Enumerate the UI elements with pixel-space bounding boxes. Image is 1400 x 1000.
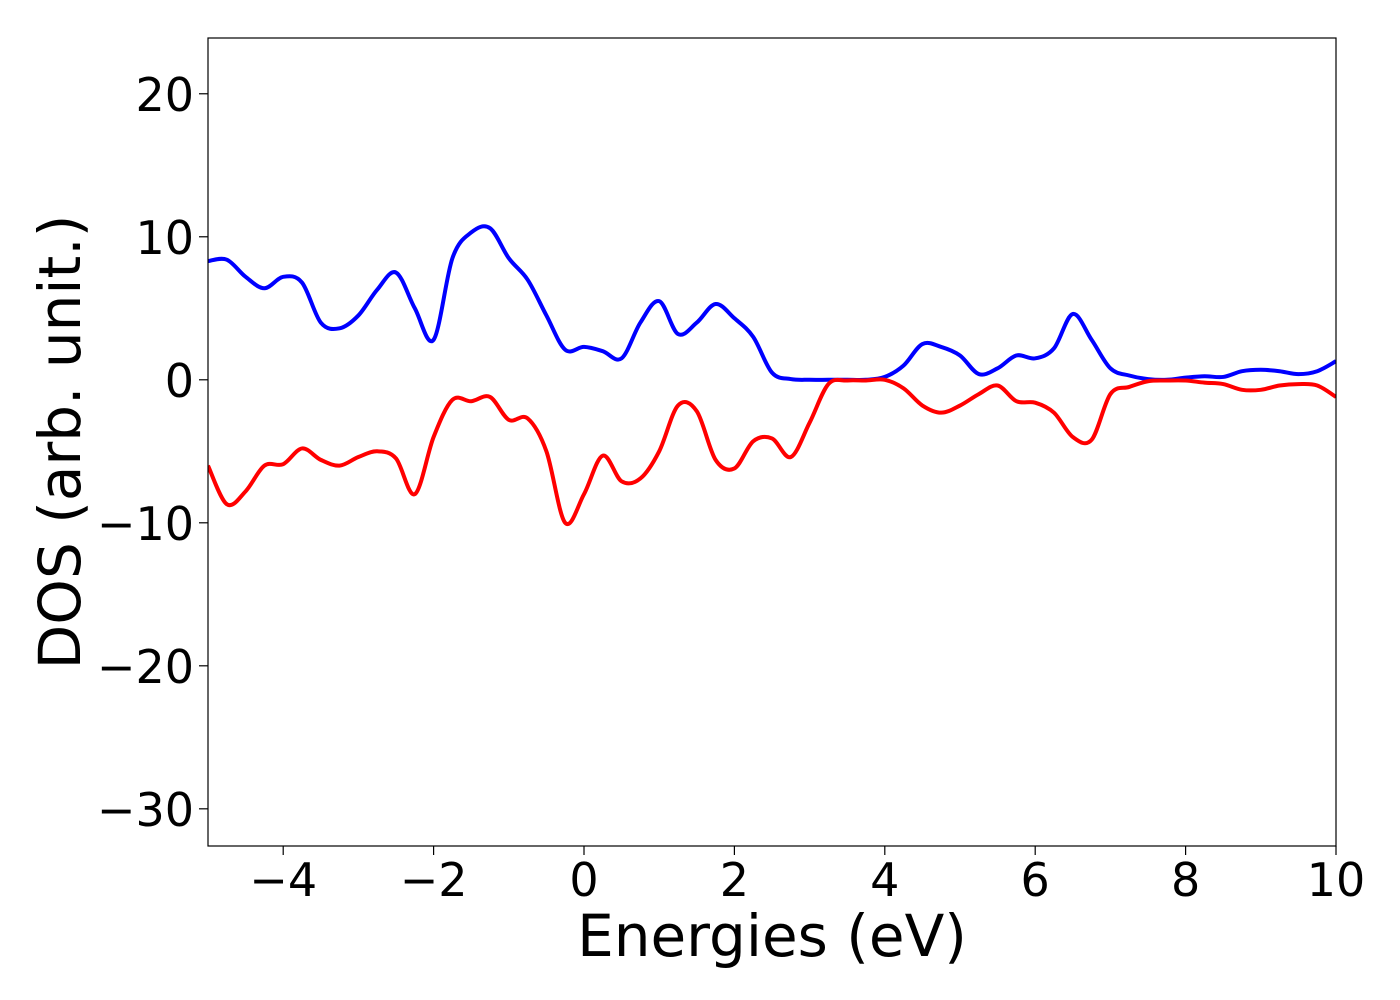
x-tick-label: 10 [1307, 853, 1366, 907]
x-tick-label: 6 [1021, 853, 1050, 907]
series-line [208, 224, 1336, 383]
y-tick-label: −30 [97, 783, 194, 837]
y-tick-label: −20 [97, 640, 194, 694]
x-tick-label: 0 [569, 853, 598, 907]
plot-area [208, 224, 1336, 527]
x-axis-label: Energies (eV) [577, 902, 967, 970]
y-tick-label: −10 [97, 497, 194, 551]
y-tick-label: 0 [165, 354, 194, 408]
x-tick-label: −2 [400, 853, 468, 907]
x-tick-label: −4 [249, 853, 317, 907]
y-axis-label: DOS (arb. unit.) [26, 215, 94, 670]
x-tick-label: 4 [870, 853, 899, 907]
series-line [208, 377, 1336, 527]
y-tick-label: 10 [135, 211, 194, 265]
y-tick-label: 20 [135, 68, 194, 122]
x-tick-label: 2 [720, 853, 749, 907]
axes-frame [207, 37, 1337, 847]
x-tick-label: 8 [1171, 853, 1200, 907]
